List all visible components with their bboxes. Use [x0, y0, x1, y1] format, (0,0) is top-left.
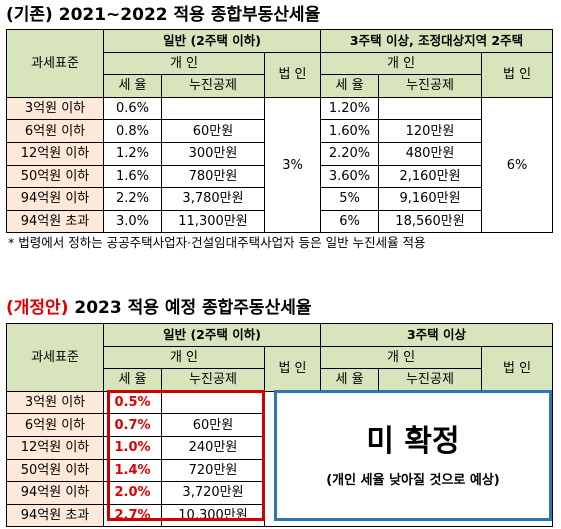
- header-individual: 개 인: [103, 51, 265, 76]
- header-group-general: 일반 (2주택 이하): [102, 323, 322, 347]
- undecided-note: (개인 세율 낮아질 것으로 예상): [326, 473, 500, 488]
- general-rate-cell: 0.8%: [103, 119, 162, 143]
- bracket-cell: 6억원 이하: [6, 119, 104, 143]
- bracket-cell: 94억원 이하: [6, 481, 104, 505]
- bracket-cell: 12억원 이하: [6, 141, 104, 166]
- multi-deduction-cell: [378, 96, 483, 121]
- multi-deduction-cell: 480만원: [378, 141, 483, 166]
- multi-rate-cell: 2.20%: [320, 141, 380, 166]
- header-deduction: 누진공제: [161, 74, 265, 98]
- bracket-cell: 94억원 이하: [6, 187, 104, 211]
- general-deduction-cell: 780만원: [161, 164, 265, 189]
- table-row: 3억원 이하 0.6% 3% 1.20% 6%: [6, 96, 554, 234]
- table-row: 94억원 초과 2.7% 10,300만원: [6, 503, 553, 528]
- multi-deduction-cell: 18,560만원: [378, 209, 483, 234]
- table-row: 12억원 이하 1.2% 300만원 2.20% 480만원: [6, 141, 553, 166]
- undecided-label: 미 확정: [366, 424, 460, 459]
- general-deduction-cell: 300만원: [161, 141, 265, 166]
- undecided-box: 미 확정 (개인 세율 낮아질 것으로 예상): [274, 390, 552, 521]
- section1-title-text: 2021~2022 적용 종합부동산세율: [52, 5, 321, 25]
- footnote: * 법령에서 정하는 공공주택사업자·건설임대주택사업자 등은 일반 누진세율 …: [8, 235, 426, 250]
- header-corporate: 법 인: [263, 345, 322, 392]
- bracket-cell: 94억원 초과: [6, 209, 104, 234]
- bracket-cell: 12억원 이하: [6, 435, 104, 460]
- general-rate-cell: 0.7%: [103, 413, 162, 437]
- bracket-cell: 50억원 이하: [6, 458, 104, 483]
- multi-rate-cell: 5%: [320, 187, 380, 211]
- general-rate-cell: 0.6%: [103, 96, 162, 121]
- header-group-multi: 3주택 이상, 조정대상지역 2주택: [320, 29, 554, 53]
- table-row: 94억원 초과 3.0% 11,300만원 6% 18,560만원: [6, 209, 553, 234]
- general-deduction-cell: [161, 96, 265, 121]
- general-deduction-cell: 11,300만원: [161, 209, 265, 234]
- general-deduction-cell: 3,780만원: [161, 187, 265, 211]
- existing-rate-table: 과세표준 일반 (2주택 이하) 3주택 이상, 조정대상지역 2주택 개 인 …: [6, 29, 554, 234]
- table-row: 6억원 이하 0.8% 60만원 1.60% 120만원: [6, 119, 553, 143]
- corporate-general-rate: 3%: [263, 96, 322, 234]
- header-rate: 세 율: [320, 368, 380, 392]
- bracket-cell: 94억원 초과: [6, 503, 104, 528]
- header-rate: 세 율: [320, 74, 380, 98]
- header-rate: 세 율: [103, 368, 162, 392]
- table-row: 6억원 이하 0.7% 60만원: [6, 413, 553, 437]
- multi-rate-cell: 1.60%: [320, 119, 380, 143]
- table-row: 94억원 이하 2.2% 3,780만원 5% 9,160만원: [6, 187, 553, 211]
- general-rate-cell: 1.4%: [103, 458, 162, 483]
- table-row: 50억원 이하 1.6% 780만원 3.60% 2,160만원: [6, 164, 553, 189]
- header-category: 과세표준: [6, 29, 104, 98]
- section2-title-prefix: (개정안): [6, 298, 69, 318]
- header-deduction: 누진공제: [161, 368, 265, 392]
- multi-deduction-cell: 120만원: [378, 119, 483, 143]
- multi-rate-cell: 1.20%: [320, 96, 380, 121]
- header-group-multi: 3주택 이상: [320, 323, 554, 347]
- header-individual: 개 인: [320, 51, 483, 76]
- table-row: 50억원 이하 1.4% 720만원: [6, 458, 553, 483]
- bracket-cell: 3억원 이하: [6, 390, 104, 415]
- header-deduction: 누진공제: [378, 368, 483, 392]
- multi-deduction-cell: 2,160만원: [378, 164, 483, 189]
- header-individual: 개 인: [103, 345, 265, 370]
- bracket-cell: 6억원 이하: [6, 413, 104, 437]
- header-individual: 개 인: [320, 345, 483, 370]
- highlight-box-red: [107, 390, 265, 521]
- header-category: 과세표준: [6, 323, 104, 392]
- header-deduction: 누진공제: [378, 74, 483, 98]
- header-group-general: 일반 (2주택 이하): [102, 29, 322, 53]
- multi-deduction-cell: 9,160만원: [378, 187, 483, 211]
- corporate-multi-rate: 6%: [481, 96, 554, 234]
- section1-title-prefix: (기존): [6, 5, 53, 25]
- header-corporate: 법 인: [263, 51, 322, 98]
- general-rate-cell: 2.0%: [103, 481, 162, 505]
- header-rate: 세 율: [103, 74, 162, 98]
- general-rate-cell: 3.0%: [103, 209, 162, 234]
- header-corporate: 법 인: [481, 345, 554, 392]
- general-rate-cell: 2.2%: [103, 187, 162, 211]
- general-deduction-cell: 60만원: [161, 119, 265, 143]
- section1-title: (기존) 2021~2022 적용 종합부동산세율: [6, 4, 320, 26]
- bracket-cell: 3억원 이하: [6, 96, 104, 121]
- general-rate-cell: 1.2%: [103, 141, 162, 166]
- section2-title-text: 2023 적용 예정 종합주동산세율: [68, 298, 312, 318]
- header-corporate: 법 인: [481, 51, 554, 98]
- multi-rate-cell: 3.60%: [320, 164, 380, 189]
- multi-rate-cell: 6%: [320, 209, 380, 234]
- bracket-cell: 50억원 이하: [6, 164, 104, 189]
- general-rate-cell: 1.6%: [103, 164, 162, 189]
- section2-title: (개정안) 2023 적용 예정 종합주동산세율: [6, 297, 312, 319]
